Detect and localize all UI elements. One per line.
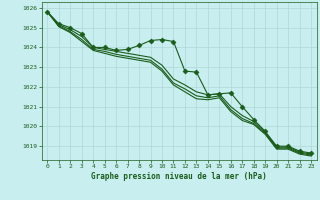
X-axis label: Graphe pression niveau de la mer (hPa): Graphe pression niveau de la mer (hPa) bbox=[91, 172, 267, 181]
